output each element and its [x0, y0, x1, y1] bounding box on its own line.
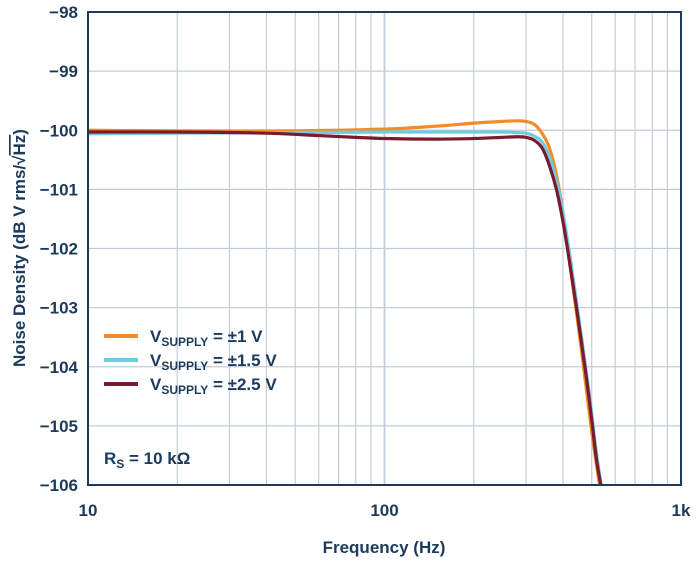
y-tick-label: −102: [40, 240, 78, 259]
x-tick-label: 100: [370, 501, 398, 520]
y-tick-label: −104: [40, 358, 79, 377]
x-tick-label: 1k: [672, 501, 691, 520]
y-axis-title: Noise Density (dB V rms/√Hz): [10, 129, 29, 367]
plot-frame: [87, 11, 682, 486]
y-tick-label: −106: [40, 476, 78, 495]
sqrt-radicand: Hz: [10, 135, 29, 156]
sqrt-symbol: √: [10, 155, 29, 165]
x-axis-title: Frequency (Hz): [323, 538, 446, 557]
legend-label-1: VSUPPLY = ±1 V: [150, 327, 263, 349]
series-line-3: [88, 130, 603, 485]
series-lines: [88, 119, 603, 485]
y-tick-label: −101: [40, 180, 78, 199]
x-tick-labels: 10 100 1k: [79, 501, 691, 520]
grid: [88, 12, 681, 485]
rs-annotation: RS = 10 kΩ: [104, 449, 190, 471]
y-tick-label: −99: [49, 62, 78, 81]
y-tick-label: −103: [40, 299, 78, 318]
y-tick-labels: −98 −99 −100 −101 −102 −103 −104 −105 −106: [40, 3, 79, 495]
legend-label-2: VSUPPLY = ±1.5 V: [150, 351, 277, 373]
y-tick-label: −105: [40, 417, 78, 436]
y-tick-label: −98: [49, 3, 78, 22]
x-tick-label: 10: [79, 501, 98, 520]
y-tick-label: −100: [40, 121, 78, 140]
legend-label-3: VSUPPLY = ±2.5 V: [150, 375, 277, 397]
